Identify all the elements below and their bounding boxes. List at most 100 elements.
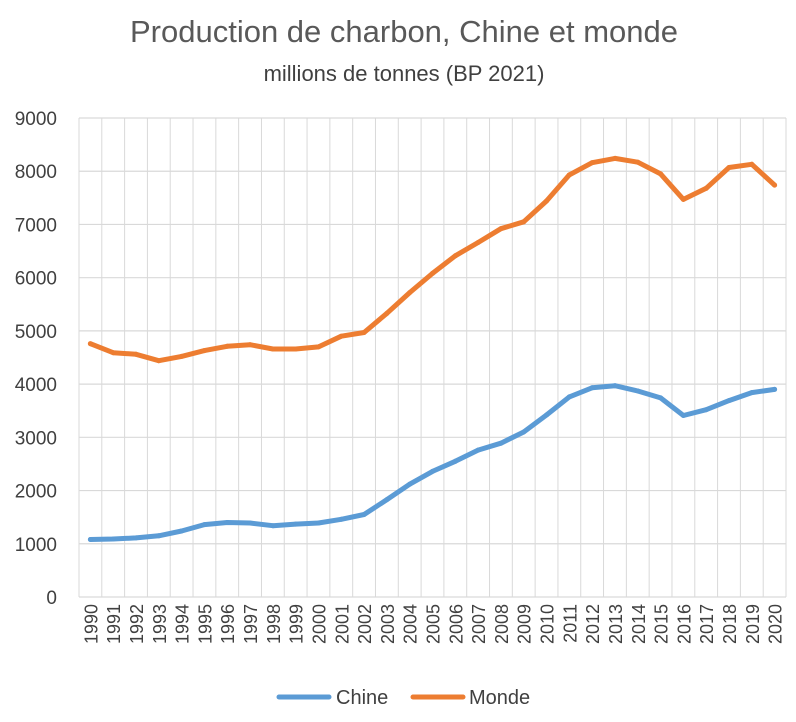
chart-title: Production de charbon, Chine et monde [130, 14, 678, 49]
x-tick-label: 1998 [264, 604, 284, 644]
data-point-monde [293, 346, 299, 352]
x-tick-label: 2010 [538, 604, 558, 644]
x-tick-label: 1996 [218, 604, 238, 644]
x-tick-label: 2004 [401, 604, 421, 644]
x-tick-label: 2006 [446, 604, 466, 644]
x-tick-label: 2003 [378, 604, 398, 644]
x-tick-label: 2007 [469, 604, 489, 644]
data-point-monde [703, 185, 709, 191]
data-point-chine [87, 537, 93, 542]
data-point-monde [521, 219, 527, 225]
data-point-chine [179, 528, 185, 534]
data-point-monde [589, 160, 595, 166]
x-tick-label: 1992 [127, 604, 147, 644]
x-tick-label: 1991 [104, 604, 124, 644]
grid [78, 117, 787, 598]
data-point-monde [133, 351, 139, 357]
data-point-chine [407, 481, 413, 487]
data-point-chine [270, 523, 276, 529]
y-tick-label: 0 [46, 588, 57, 609]
series [87, 155, 778, 542]
data-point-chine [680, 413, 686, 418]
data-point-chine [703, 407, 709, 413]
x-tick-label: 2011 [560, 604, 580, 643]
chart-subtitle: millions de tonnes (BP 2021) [264, 61, 545, 86]
x-tick-label: 2015 [652, 604, 672, 644]
data-point-chine [133, 535, 139, 541]
data-point-chine [498, 440, 504, 446]
data-point-chine [110, 536, 116, 542]
data-point-chine [658, 395, 664, 401]
x-tick-label: 1990 [81, 604, 101, 644]
data-point-monde [384, 310, 390, 316]
x-tick-label: 2009 [515, 604, 535, 644]
legend-label-chine: Chine [336, 687, 388, 709]
y-tick-label: 6000 [15, 269, 57, 290]
y-tick-label: 5000 [15, 322, 57, 343]
data-point-chine [475, 447, 481, 453]
x-tick-label: 2002 [355, 604, 375, 644]
data-point-monde [635, 159, 641, 165]
data-point-chine [384, 497, 390, 503]
x-tick-label: 2000 [309, 604, 329, 644]
data-point-chine [338, 516, 344, 522]
data-point-chine [293, 521, 299, 527]
data-point-chine [361, 512, 367, 517]
y-tick-label: 7000 [15, 215, 57, 236]
data-point-monde [179, 353, 185, 359]
data-point-chine [316, 520, 321, 526]
data-point-chine [566, 394, 572, 400]
data-point-monde [566, 172, 572, 178]
x-tick-label: 1995 [195, 604, 215, 644]
y-tick-label: 9000 [15, 109, 57, 130]
data-point-monde [544, 198, 549, 204]
x-tick-label: 1994 [173, 604, 193, 644]
x-tick-label: 2012 [583, 604, 603, 644]
data-point-monde [749, 161, 755, 167]
data-point-chine [156, 533, 162, 539]
data-point-monde [361, 330, 367, 335]
x-tick-label: 2018 [720, 604, 740, 644]
legend: Chine Monde [276, 687, 530, 709]
data-point-monde [475, 240, 481, 245]
data-point-monde [87, 341, 93, 347]
data-point-chine [452, 458, 458, 464]
legend-label-monde: Monde [469, 687, 530, 709]
data-point-chine [544, 412, 549, 418]
data-point-chine [726, 398, 732, 404]
data-point-chine [521, 429, 527, 435]
x-tick-label: 1997 [241, 604, 261, 644]
data-point-chine [224, 520, 230, 525]
y-tick-label: 8000 [15, 162, 57, 183]
x-tick-label: 2019 [743, 604, 763, 644]
x-tick-label: 2020 [766, 604, 786, 644]
data-point-monde [452, 253, 458, 259]
y-tick-label: 4000 [15, 375, 57, 396]
data-point-monde [338, 333, 344, 339]
y-tick-label: 2000 [15, 482, 57, 503]
data-point-monde [680, 196, 686, 202]
data-point-chine [247, 520, 253, 526]
data-point-chine [772, 386, 778, 392]
data-point-monde [156, 358, 162, 364]
data-point-monde [316, 344, 321, 350]
y-tick-label: 1000 [15, 535, 57, 556]
x-tick-label: 1999 [287, 604, 307, 644]
x-tick-label: 2014 [629, 604, 649, 644]
data-point-chine [749, 390, 755, 396]
data-point-monde [612, 155, 618, 161]
data-point-monde [658, 171, 664, 177]
data-point-monde [407, 290, 413, 296]
data-point-chine [589, 385, 595, 391]
data-point-monde [224, 343, 230, 349]
x-tick-label: 2001 [332, 604, 352, 644]
data-point-chine [612, 383, 618, 389]
x-tick-label: 1993 [150, 604, 170, 644]
data-point-monde [247, 342, 253, 348]
data-point-monde [110, 350, 116, 356]
data-point-monde [726, 165, 732, 170]
x-tick-label: 2008 [492, 604, 512, 644]
data-point-chine [201, 522, 207, 528]
